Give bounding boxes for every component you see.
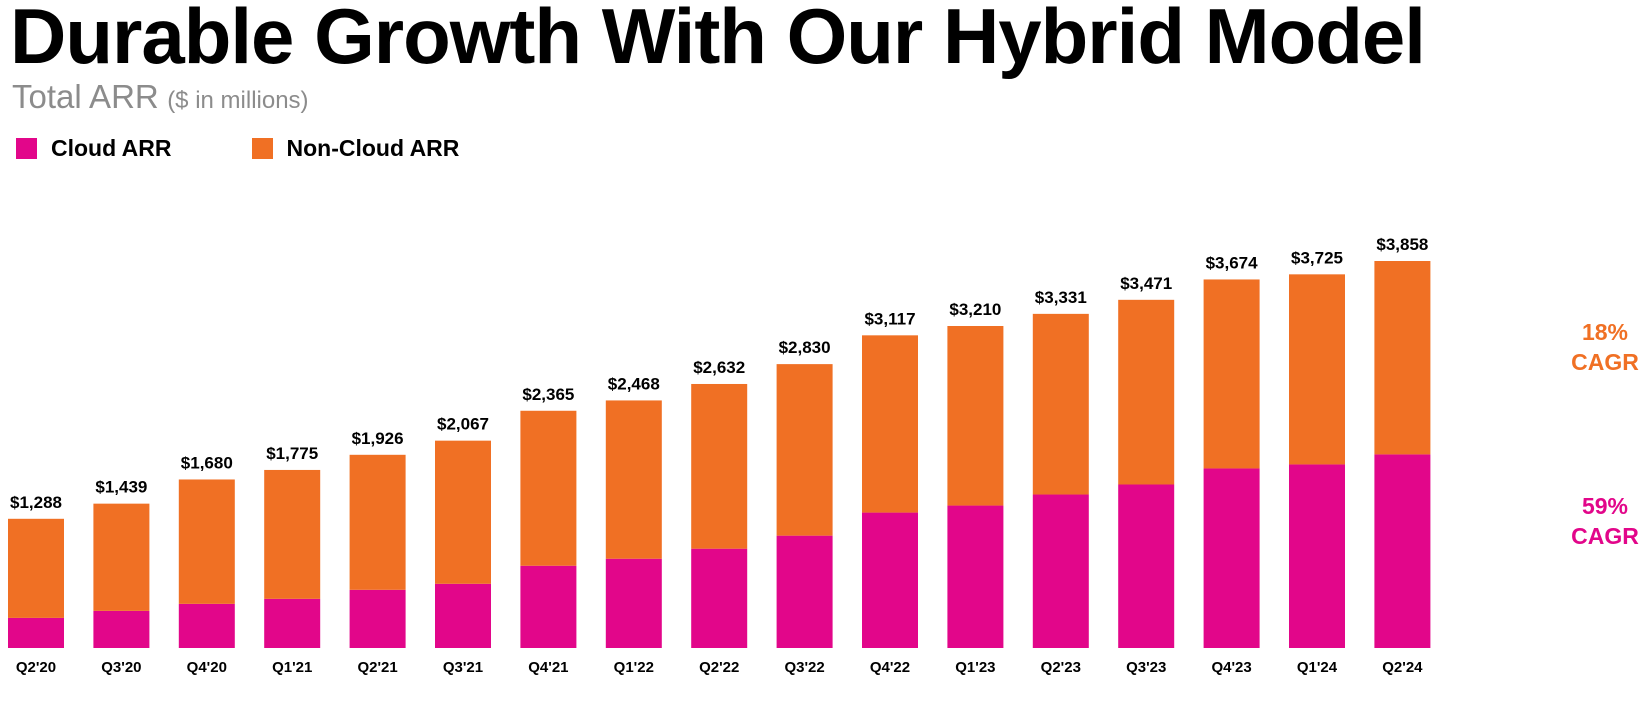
bar-total-label: $3,471: [1120, 274, 1172, 293]
legend-item-cloud: Cloud ARR: [16, 135, 172, 162]
bar-non-cloud-0: [8, 518, 64, 618]
bar-cloud-2: [178, 603, 235, 648]
subtitle-unit: ($ in millions): [167, 87, 309, 114]
bar-total-label: $3,117: [864, 309, 915, 328]
non-cloud-cagr-pct: 18%: [1581, 319, 1629, 345]
bar-total-label: $2,067: [437, 415, 489, 434]
cloud-cagr-annotation: 59% CAGR: [1545, 491, 1651, 551]
bar-cloud-14: [1203, 468, 1260, 648]
subtitle-main: Total ARR: [12, 78, 159, 115]
bar-non-cloud-14: [1203, 279, 1260, 469]
x-tick-label: Q2'24: [1382, 659, 1423, 676]
x-tick-label: Q2'20: [16, 659, 56, 676]
bar-cloud-4: [349, 589, 406, 648]
bar-cloud-11: [947, 505, 1004, 648]
x-tick-label: Q4'22: [870, 659, 910, 676]
bar-non-cloud-15: [1289, 274, 1345, 465]
x-tick-label: Q3'21: [443, 659, 483, 676]
bar-non-cloud-16: [1374, 261, 1431, 455]
x-tick-label: Q2'21: [357, 659, 397, 676]
bar-non-cloud-13: [1118, 299, 1175, 485]
bar-total-label: $1,439: [95, 478, 147, 497]
bar-cloud-10: [862, 512, 918, 648]
bar-cloud-6: [520, 565, 577, 648]
bar-total-label: $3,674: [1206, 253, 1259, 272]
bar-non-cloud-1: [93, 503, 150, 611]
bar-cloud-13: [1118, 484, 1175, 648]
bar-non-cloud-3: [264, 469, 321, 599]
bar-cloud-1: [93, 610, 150, 648]
x-tick-label: Q4'20: [187, 659, 227, 676]
x-tick-label: Q1'24: [1297, 659, 1338, 676]
bar-non-cloud-10: [862, 335, 918, 513]
legend-item-non-cloud: Non-Cloud ARR: [251, 135, 460, 162]
bar-non-cloud-4: [349, 454, 406, 590]
bar-total-label: $2,632: [693, 358, 745, 377]
bar-total-label: $2,468: [608, 374, 660, 393]
bar-non-cloud-11: [947, 326, 1004, 506]
bar-non-cloud-9: [776, 364, 833, 536]
x-tick-label: Q3'20: [101, 659, 141, 676]
x-tick-label: Q3'22: [784, 659, 824, 676]
legend-swatch-cloud: [16, 138, 37, 159]
bar-non-cloud-8: [691, 383, 748, 549]
bar-cloud-0: [8, 617, 64, 648]
bar-total-label: $1,775: [266, 444, 318, 463]
legend-swatch-non-cloud: [251, 138, 273, 159]
non-cloud-cagr-annotation: 18% CAGR: [1545, 317, 1651, 377]
bar-non-cloud-5: [435, 440, 491, 584]
bar-total-label: $1,926: [352, 429, 404, 448]
bar-cloud-16: [1374, 454, 1431, 648]
bar-cloud-15: [1289, 464, 1345, 648]
bar-total-label: $3,331: [1035, 288, 1087, 307]
x-tick-label: Q2'23: [1041, 659, 1081, 676]
x-tick-label: Q1'21: [272, 659, 312, 676]
bar-total-label: $2,365: [522, 385, 574, 404]
chart-title: Durable Growth With Our Hybrid Model: [10, 0, 1426, 80]
bar-non-cloud-7: [605, 400, 662, 559]
cloud-cagr-pct: 59%: [1581, 493, 1629, 519]
legend-label-non-cloud: Non-Cloud ARR: [286, 135, 460, 161]
x-tick-label: Q3'23: [1126, 659, 1166, 676]
chart-legend: Cloud ARR Non-Cloud ARR: [16, 135, 539, 162]
x-tick-label: Q1'22: [614, 659, 654, 676]
bar-cloud-12: [1032, 494, 1089, 648]
bar-total-label: $1,680: [181, 453, 233, 472]
x-tick-label: Q4'23: [1211, 659, 1251, 676]
x-tick-label: Q4'21: [528, 659, 568, 676]
legend-label-cloud: Cloud ARR: [51, 135, 172, 161]
bar-cloud-8: [691, 548, 748, 648]
bar-cloud-9: [776, 535, 833, 648]
bar-cloud-7: [605, 558, 662, 648]
bar-cloud-3: [264, 598, 321, 648]
bar-total-label: $2,830: [779, 338, 831, 357]
bar-non-cloud-12: [1032, 313, 1089, 495]
non-cloud-cagr-label: CAGR: [1571, 349, 1639, 375]
bar-non-cloud-2: [178, 479, 235, 604]
bar-total-label: $3,725: [1291, 248, 1343, 267]
bar-non-cloud-6: [520, 410, 577, 566]
x-tick-label: Q2'22: [699, 659, 739, 676]
bar-total-label: $3,858: [1376, 235, 1428, 254]
bar-total-label: $3,210: [949, 300, 1001, 319]
cloud-cagr-label: CAGR: [1571, 523, 1639, 549]
bar-cloud-5: [435, 583, 491, 648]
x-tick-label: Q1'23: [955, 659, 995, 676]
chart-subtitle: Total ARR ($ in millions): [12, 78, 309, 116]
bar-total-label: $1,288: [10, 493, 62, 512]
